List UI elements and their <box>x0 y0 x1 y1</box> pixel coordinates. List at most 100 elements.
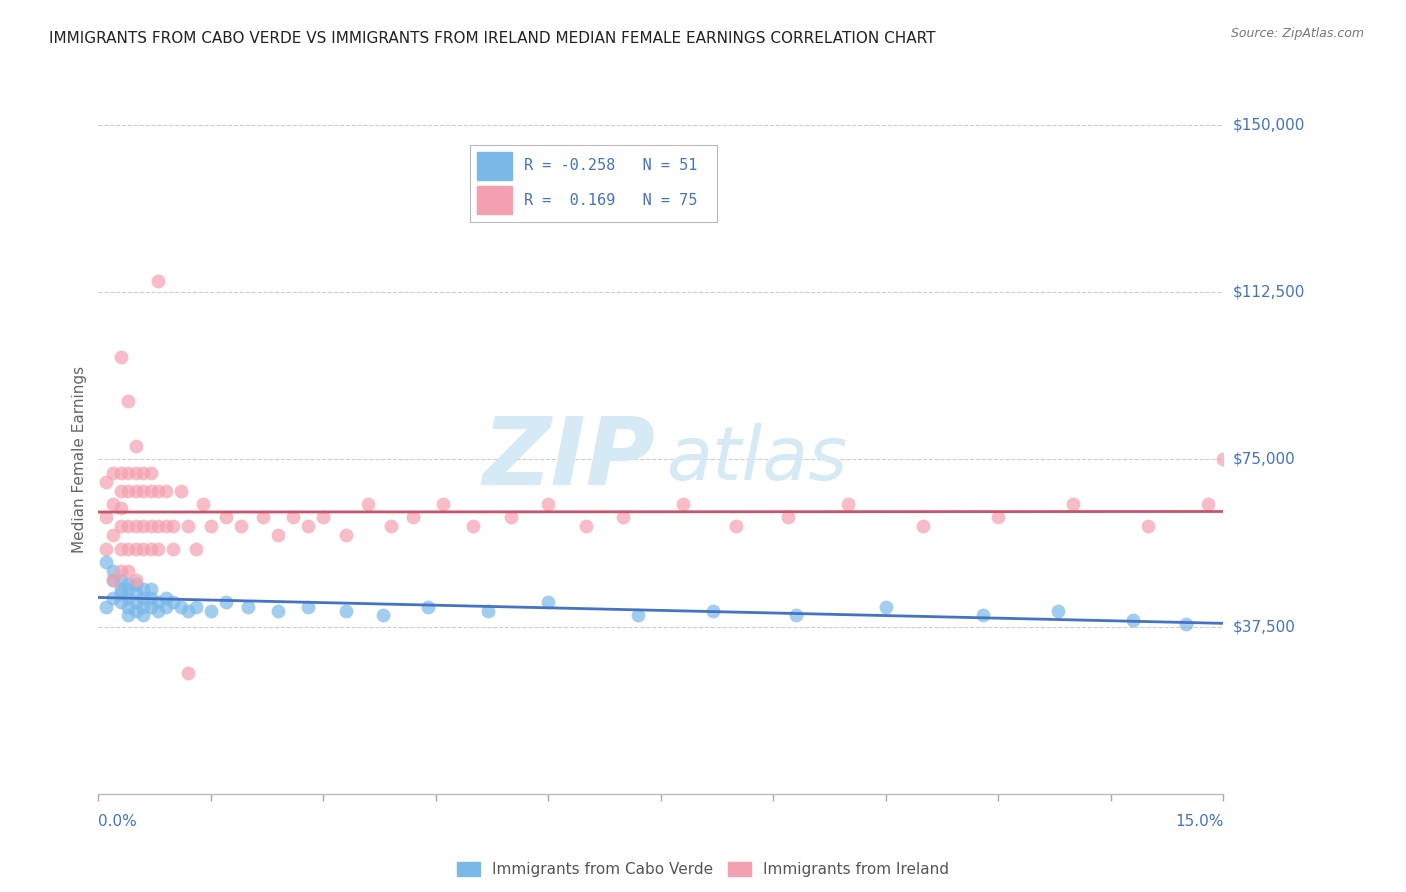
Text: $75,000: $75,000 <box>1233 452 1296 467</box>
Point <box>132 519 155 533</box>
Point <box>402 510 425 524</box>
Point <box>875 599 897 614</box>
Point <box>162 519 184 533</box>
Point <box>155 599 177 614</box>
Point <box>110 564 132 578</box>
Point <box>110 595 132 609</box>
Point <box>987 510 1010 524</box>
Point <box>94 541 117 556</box>
Point <box>155 519 177 533</box>
Point <box>418 599 440 614</box>
Point <box>724 519 747 533</box>
Point <box>215 595 238 609</box>
Point <box>627 608 650 623</box>
Point <box>170 483 193 498</box>
Point <box>117 541 139 556</box>
Point <box>252 510 274 524</box>
Point <box>702 604 724 618</box>
Point <box>110 483 132 498</box>
Point <box>110 573 132 587</box>
Text: $150,000: $150,000 <box>1233 118 1305 132</box>
Point <box>103 528 125 542</box>
Point <box>499 510 522 524</box>
Point <box>125 439 148 453</box>
Point <box>139 519 162 533</box>
Point <box>103 591 125 605</box>
Point <box>155 591 177 605</box>
Point <box>432 497 454 511</box>
Point <box>1137 519 1160 533</box>
Point <box>125 519 148 533</box>
Text: atlas: atlas <box>666 424 848 495</box>
Point <box>177 604 200 618</box>
Point <box>200 519 222 533</box>
Point <box>155 483 177 498</box>
Point <box>125 573 148 587</box>
Point <box>139 599 162 614</box>
Point <box>117 577 139 591</box>
Point <box>373 608 395 623</box>
Text: R =  0.169   N = 75: R = 0.169 N = 75 <box>524 193 697 208</box>
Point <box>110 466 132 480</box>
Point <box>1062 497 1084 511</box>
Point <box>125 541 148 556</box>
Point <box>117 394 139 409</box>
Point <box>132 608 155 623</box>
Y-axis label: Median Female Earnings: Median Female Earnings <box>72 366 87 553</box>
Bar <box>477 152 512 179</box>
Point <box>139 591 162 605</box>
Point <box>110 582 132 596</box>
Point <box>125 604 148 618</box>
Point <box>972 608 994 623</box>
Text: IMMIGRANTS FROM CABO VERDE VS IMMIGRANTS FROM IRELAND MEDIAN FEMALE EARNINGS COR: IMMIGRANTS FROM CABO VERDE VS IMMIGRANTS… <box>49 31 936 46</box>
Point <box>1174 617 1197 632</box>
Point <box>148 541 170 556</box>
Point <box>117 582 139 596</box>
Point <box>148 274 170 288</box>
Point <box>117 519 139 533</box>
Point <box>778 510 800 524</box>
Point <box>110 586 132 600</box>
Point <box>139 483 162 498</box>
Point <box>132 591 155 605</box>
Point <box>148 604 170 618</box>
Point <box>1047 604 1070 618</box>
Point <box>139 582 162 596</box>
Point <box>312 510 335 524</box>
Point <box>672 497 695 511</box>
Point <box>537 595 560 609</box>
Point <box>139 466 162 480</box>
Point <box>215 510 238 524</box>
Point <box>357 497 380 511</box>
Point <box>125 586 148 600</box>
Point <box>297 519 319 533</box>
Point <box>110 519 132 533</box>
Point <box>148 483 170 498</box>
Point <box>184 541 207 556</box>
Point <box>1122 613 1144 627</box>
Point <box>162 541 184 556</box>
Legend: Immigrants from Cabo Verde, Immigrants from Ireland: Immigrants from Cabo Verde, Immigrants f… <box>457 863 949 877</box>
Point <box>537 497 560 511</box>
Point <box>117 483 139 498</box>
Point <box>103 564 125 578</box>
Point <box>117 591 139 605</box>
Point <box>125 595 148 609</box>
Point <box>837 497 859 511</box>
Point <box>283 510 305 524</box>
Point <box>148 519 170 533</box>
Point <box>132 541 155 556</box>
Point <box>1212 452 1234 467</box>
Text: R = -0.258   N = 51: R = -0.258 N = 51 <box>524 158 697 173</box>
Point <box>110 541 132 556</box>
Point <box>229 519 252 533</box>
Point <box>193 497 215 511</box>
Point <box>162 595 184 609</box>
Bar <box>477 186 512 214</box>
Point <box>94 475 117 489</box>
Point <box>477 604 499 618</box>
Point <box>103 466 125 480</box>
Point <box>170 599 193 614</box>
Point <box>117 564 139 578</box>
Point <box>132 582 155 596</box>
